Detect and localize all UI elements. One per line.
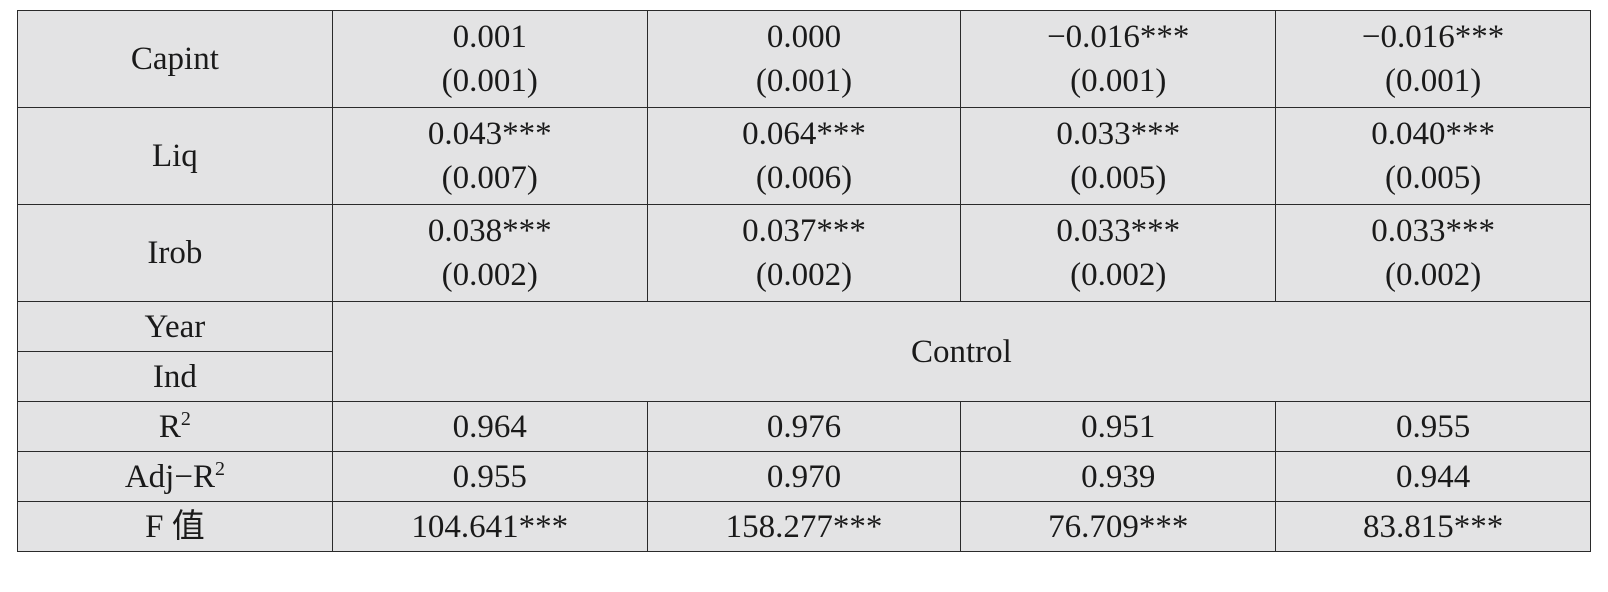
table-row-r2: R2 0.964 0.976 0.951 0.955	[17, 401, 1591, 452]
table-row-capint: Capint 0.001 (0.001) 0.000 (0.001) −0.01…	[17, 10, 1591, 108]
label-base: R	[158, 408, 181, 445]
table-cell: 0.976	[646, 401, 962, 452]
label-superscript: 2	[214, 457, 225, 480]
coefficient: 0.043***	[427, 116, 552, 152]
coefficient: 0.040***	[1371, 116, 1495, 152]
table-cell: 0.038*** (0.002)	[331, 204, 648, 302]
table-cell: 0.033*** (0.005)	[960, 107, 1277, 205]
coefficient: 0.000	[766, 19, 842, 55]
row-label: Year	[17, 301, 333, 352]
table-cell: 0.033*** (0.002)	[1275, 204, 1591, 302]
row-label: Adj−R2	[17, 451, 333, 502]
table-row-adj-r2: Adj−R2 0.955 0.970 0.939 0.944	[17, 451, 1591, 502]
standard-error: (0.005)	[1070, 160, 1167, 196]
table-cell: 0.033*** (0.002)	[960, 204, 1277, 302]
coefficient: 0.064***	[742, 116, 866, 152]
coefficient: 0.033***	[1056, 213, 1181, 249]
table-cell: 0.043*** (0.007)	[331, 107, 648, 205]
row-label: Liq	[17, 107, 333, 205]
table-cell: 76.709***	[960, 501, 1277, 552]
label-base: Adj−R	[124, 458, 215, 495]
table-cell: 0.951	[960, 401, 1277, 452]
coefficient: 0.033***	[1371, 213, 1495, 249]
standard-error: (0.002)	[755, 257, 853, 293]
table-cell: −0.016*** (0.001)	[1275, 10, 1591, 108]
standard-error: (0.006)	[755, 160, 853, 196]
table-row-f-value: F 值 104.641*** 158.277*** 76.709*** 83.8…	[17, 501, 1591, 552]
table-cell: 0.964	[331, 401, 648, 452]
row-label: Capint	[17, 10, 333, 108]
row-label: Ind	[17, 351, 333, 402]
table-cell: 0.001 (0.001)	[331, 10, 648, 108]
row-label: F 值	[17, 501, 333, 552]
standard-error: (0.002)	[1384, 257, 1482, 293]
standard-error: (0.002)	[441, 257, 538, 293]
table-cell: 0.040*** (0.005)	[1275, 107, 1591, 205]
coefficient: −0.016***	[1047, 19, 1190, 55]
table-cell: 83.815***	[1275, 501, 1591, 552]
row-label: Irob	[17, 204, 333, 302]
coefficient: 0.001	[452, 19, 527, 55]
coefficient: 0.033***	[1056, 116, 1181, 152]
table-row-year: Year Control	[17, 301, 1592, 402]
control-cell: Control	[331, 301, 1592, 402]
table-cell: 0.037*** (0.002)	[646, 204, 962, 302]
row-label: R2	[17, 401, 333, 452]
table-cell: 0.970	[646, 451, 962, 502]
table-cell: 0.955	[1275, 401, 1591, 452]
table-cell: 104.641***	[331, 501, 648, 552]
standard-error: (0.001)	[1384, 63, 1482, 99]
table-row-irob: Irob 0.038*** (0.002) 0.037*** (0.002) 0…	[17, 204, 1591, 302]
table-row-liq: Liq 0.043*** (0.007) 0.064*** (0.006) 0.…	[17, 107, 1591, 205]
table-cell: 0.955	[331, 451, 648, 502]
coefficient: 0.038***	[427, 213, 552, 249]
standard-error: (0.001)	[755, 63, 853, 99]
standard-error: (0.005)	[1384, 160, 1482, 196]
table-row-ind: Ind	[17, 351, 1591, 402]
table-cell: 0.064*** (0.006)	[646, 107, 962, 205]
table-cell: 158.277***	[646, 501, 962, 552]
standard-error: (0.001)	[1070, 63, 1167, 99]
regression-table: Capint 0.001 (0.001) 0.000 (0.001) −0.01…	[17, 10, 1592, 552]
label-superscript: 2	[180, 407, 191, 430]
table-cell: 0.944	[1275, 451, 1591, 502]
standard-error: (0.002)	[1070, 257, 1167, 293]
table-cell: 0.939	[960, 451, 1277, 502]
standard-error: (0.007)	[441, 160, 538, 196]
coefficient: 0.037***	[742, 213, 866, 249]
coefficient: −0.016***	[1361, 19, 1505, 55]
table-cell: 0.000 (0.001)	[646, 10, 962, 108]
table-cell: −0.016*** (0.001)	[960, 10, 1277, 108]
standard-error: (0.001)	[441, 63, 538, 99]
